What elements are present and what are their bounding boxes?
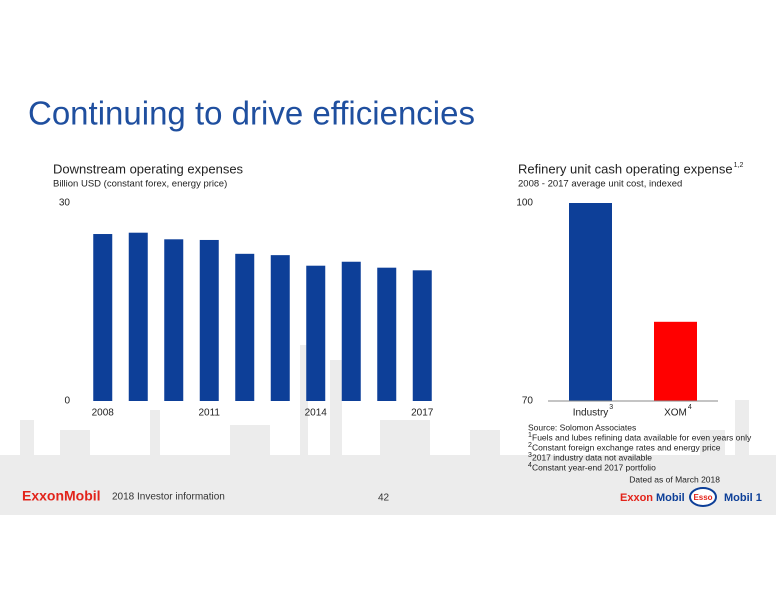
footnote: Constant foreign exchange rates and ener… [532,442,721,452]
y-tick-label: 30 [59,198,71,209]
bar [235,253,255,401]
footnote-marker: 3 [528,452,532,459]
footnote-marker: 2 [528,442,532,449]
chart-title: Downstream operating expenses [53,161,244,176]
footer-label: 2018 Investor information [112,492,225,503]
bar [412,270,432,401]
x-tick-label: 2017 [411,408,434,419]
dated: Dated as of March 2018 [629,474,720,484]
brand: Mobil [656,492,685,504]
y-tick-label: 0 [64,396,70,407]
footnote-marker: 4 [528,462,532,469]
y-tick-label: 70 [522,396,534,407]
chart-subtitle: 2008 - 2017 average unit cost, indexed [518,179,682,190]
slide-title: Continuing to drive efficiencies [28,95,475,132]
bar [93,234,113,401]
bar [341,261,361,401]
brand: Mobil 1 [724,492,762,504]
x-tick-label: Industry [573,408,609,419]
bar [270,255,290,401]
category-note: 3 [609,404,613,411]
bar [128,232,148,401]
title-note: 1,2 [734,162,744,169]
charts: Downstream operating expenses Billion USD… [53,161,743,418]
esso-oval [689,487,717,507]
footnote: Fuels and lubes refining data available … [532,432,752,442]
brand: Esso [693,493,712,502]
bar [569,203,612,401]
bar [306,265,326,401]
x-tick-label: 2014 [305,408,328,419]
chart-title: Refinery unit cash operating expense [518,161,733,176]
skyline-decoration [0,345,776,515]
logo: ExxonMobil [22,488,101,504]
footnote-marker: 1 [528,432,532,439]
bar [377,267,397,401]
bar [164,239,184,401]
x-tick-label: 2011 [198,408,220,419]
bar [199,239,219,401]
chart-subtitle: Billion USD (constant forex, energy pric… [53,179,227,190]
x-tick-label: 2008 [92,408,115,419]
footnote: Constant year-end 2017 portfolio [532,462,656,472]
footnote: 2017 industry data not available [532,452,652,462]
y-tick-label: 100 [516,198,533,209]
bar [654,321,697,401]
category-note: 4 [688,404,692,411]
source: Source: Solomon Associates [528,422,636,432]
page-number: 42 [378,493,390,504]
x-tick-label: XOM [664,408,687,419]
brand: Exxon [620,492,653,504]
